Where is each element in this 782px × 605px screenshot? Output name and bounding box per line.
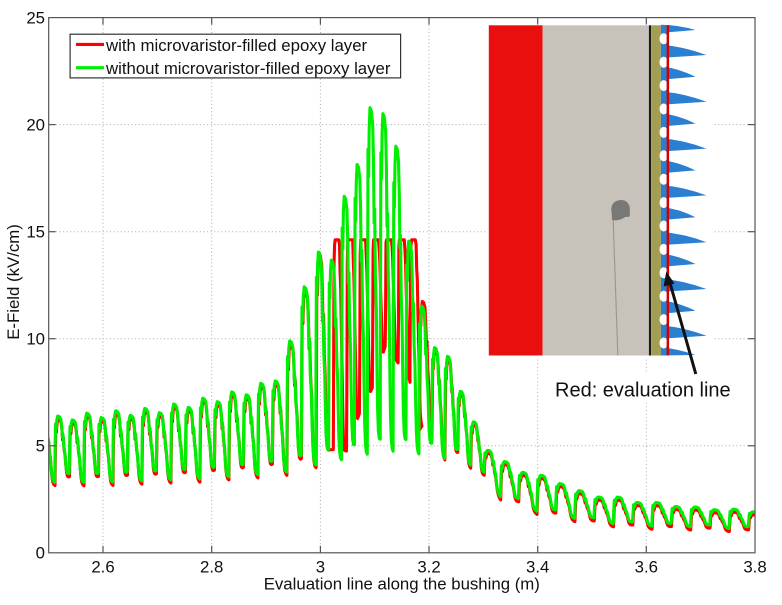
svg-text:3.6: 3.6 [635, 558, 658, 577]
svg-text:5: 5 [36, 437, 45, 456]
svg-text:without microvaristor-filled e: without microvaristor-filled epoxy layer [105, 59, 391, 78]
svg-text:3.4: 3.4 [526, 558, 549, 577]
svg-text:2.6: 2.6 [91, 558, 114, 577]
svg-text:3.2: 3.2 [417, 558, 440, 577]
svg-text:with microvaristor-filled epox: with microvaristor-filled epoxy layer [105, 36, 368, 55]
svg-text:2.8: 2.8 [200, 558, 223, 577]
svg-text:15: 15 [26, 223, 45, 242]
svg-text:0: 0 [36, 544, 45, 563]
svg-text:Red: evaluation line: Red: evaluation line [555, 380, 731, 402]
svg-text:3: 3 [316, 558, 325, 577]
svg-text:Evaluation line along the bush: Evaluation line along the bushing (m) [264, 575, 540, 594]
svg-text:10: 10 [26, 330, 45, 349]
svg-text:20: 20 [26, 116, 45, 135]
svg-text:3.8: 3.8 [743, 558, 766, 577]
svg-text:25: 25 [26, 9, 45, 28]
svg-text:E-Field (kV/cm): E-Field (kV/cm) [4, 224, 23, 340]
